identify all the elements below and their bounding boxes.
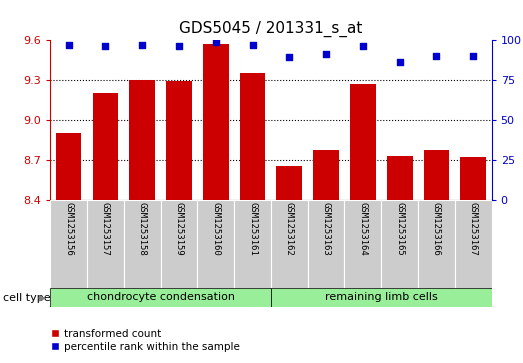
Text: chondrocyte condensation: chondrocyte condensation [87,292,234,302]
Title: GDS5045 / 201331_s_at: GDS5045 / 201331_s_at [179,21,362,37]
Point [432,53,440,59]
Legend: transformed count, percentile rank within the sample: transformed count, percentile rank withi… [47,325,244,356]
Text: GSM1253165: GSM1253165 [395,202,404,256]
Bar [93,93,118,363]
Bar [166,81,192,363]
Point [395,60,404,65]
Bar [271,200,308,289]
Text: GSM1253166: GSM1253166 [432,202,441,256]
Point [175,44,183,49]
Point [322,52,330,57]
Bar [56,133,82,363]
Point [211,38,220,44]
Point [248,42,257,48]
Bar [234,200,271,289]
Point [138,42,146,48]
Point [359,44,367,49]
Bar [124,200,161,289]
Bar [203,44,229,363]
Text: GSM1253160: GSM1253160 [211,202,220,256]
Bar [277,166,302,363]
Text: GSM1253167: GSM1253167 [469,202,477,256]
Text: GSM1253158: GSM1253158 [138,202,146,256]
Bar [381,200,418,289]
Text: GSM1253159: GSM1253159 [175,202,184,256]
Text: GSM1253156: GSM1253156 [64,202,73,256]
Text: GSM1253162: GSM1253162 [285,202,294,256]
Text: GSM1253164: GSM1253164 [358,202,367,256]
Point [101,44,109,49]
Bar [387,156,413,363]
Bar [161,200,197,289]
Bar [308,200,345,289]
Bar [460,157,486,363]
Point [469,53,477,59]
Bar [50,288,271,307]
Bar [240,73,265,363]
Bar [418,200,455,289]
Text: remaining limb cells: remaining limb cells [325,292,438,302]
Bar [129,80,155,363]
Bar [345,200,381,289]
Text: GSM1253161: GSM1253161 [248,202,257,256]
Bar [87,200,124,289]
Text: GSM1253163: GSM1253163 [322,202,331,256]
Bar [350,84,376,363]
Bar [271,288,492,307]
Point [285,54,293,60]
Bar [197,200,234,289]
Bar [424,150,449,363]
Bar [455,200,492,289]
Text: cell type: cell type [3,293,50,303]
Bar [50,200,87,289]
Bar [313,150,339,363]
Point [64,42,73,48]
Text: GSM1253157: GSM1253157 [101,202,110,256]
